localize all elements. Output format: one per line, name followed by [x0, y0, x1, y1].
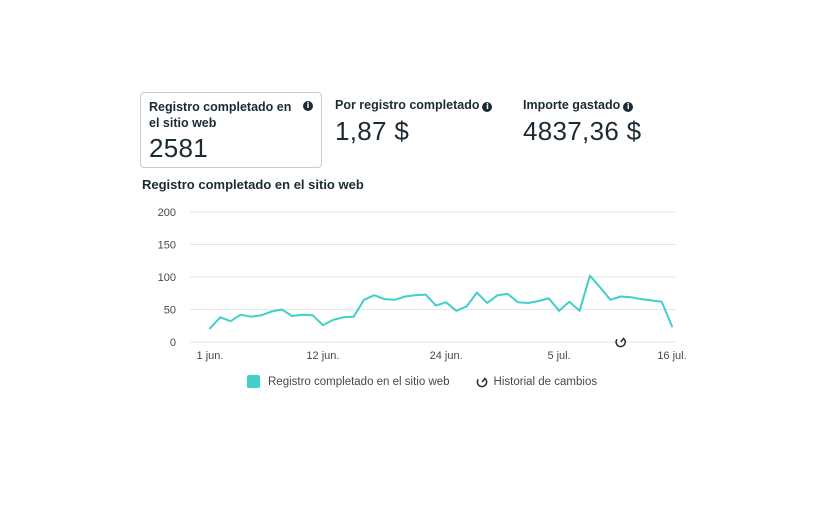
data-point[interactable]	[659, 299, 665, 305]
change-history-icon	[476, 376, 488, 388]
data-point[interactable]	[505, 291, 511, 297]
data-point[interactable]	[279, 307, 285, 313]
metric-cost-per-registration[interactable]: Por registro completado i 1,87 $	[335, 97, 493, 146]
chart-title: Registro completado en el sitio web	[142, 177, 364, 192]
y-tick-label: 100	[158, 272, 176, 284]
data-point[interactable]	[556, 308, 562, 314]
x-tick-label: 24 jun.	[430, 350, 463, 362]
x-tick-label: 1 jun.	[197, 350, 224, 362]
metric-label: Importe gastado	[523, 98, 621, 112]
legend-label: Registro completado en el sitio web	[268, 375, 450, 388]
info-icon[interactable]: i	[303, 101, 313, 111]
data-point[interactable]	[525, 300, 531, 306]
data-point[interactable]	[484, 300, 490, 306]
data-point[interactable]	[577, 308, 583, 314]
data-point[interactable]	[320, 322, 326, 328]
data-point[interactable]	[587, 273, 593, 279]
data-point[interactable]	[248, 314, 254, 320]
data-point[interactable]	[340, 314, 346, 320]
y-tick-label: 150	[158, 240, 176, 252]
data-point[interactable]	[494, 292, 500, 298]
data-point[interactable]	[371, 292, 377, 298]
data-point[interactable]	[412, 292, 418, 298]
data-point[interactable]	[392, 297, 398, 303]
change-history-marker-icon[interactable]	[614, 336, 627, 349]
data-point[interactable]	[351, 314, 357, 320]
y-tick-label: 0	[170, 337, 176, 349]
data-point[interactable]	[597, 284, 603, 290]
line-chart[interactable]: 0 50 100 150 200 1 jun. 12 jun. 24 jun. 5 jul. 16…	[140, 198, 700, 368]
data-point[interactable]	[228, 318, 234, 324]
data-point[interactable]	[628, 294, 634, 300]
data-point[interactable]	[299, 312, 305, 318]
metric-value: 1,87 $	[335, 116, 410, 146]
data-point[interactable]	[453, 308, 459, 314]
data-point[interactable]	[536, 298, 542, 304]
legend-label: Historial de cambios	[493, 375, 598, 388]
data-point[interactable]	[330, 317, 336, 323]
data-point[interactable]	[546, 295, 552, 301]
data-point[interactable]	[464, 303, 470, 309]
y-tick-label: 200	[158, 207, 176, 219]
data-point[interactable]	[443, 299, 449, 305]
data-point[interactable]	[310, 312, 316, 318]
x-tick-label: 5 jul.	[547, 350, 570, 362]
data-point[interactable]	[423, 292, 429, 298]
data-point[interactable]	[402, 294, 408, 300]
data-point[interactable]	[238, 312, 244, 318]
data-point[interactable]	[566, 299, 572, 305]
data-point[interactable]	[648, 297, 654, 303]
data-point[interactable]	[474, 290, 480, 296]
legend-item-series[interactable]: Registro completado en el sitio web	[247, 375, 450, 388]
data-point[interactable]	[638, 296, 644, 302]
data-point[interactable]	[269, 308, 275, 314]
data-point[interactable]	[258, 312, 264, 318]
data-point[interactable]	[607, 297, 613, 303]
data-point[interactable]	[618, 294, 624, 300]
data-point[interactable]	[289, 313, 295, 319]
data-point[interactable]	[361, 297, 367, 303]
data-point[interactable]	[217, 314, 223, 320]
y-tick-label: 50	[164, 305, 176, 317]
data-point[interactable]	[669, 323, 675, 329]
metric-value: 4837,36 $	[523, 116, 642, 146]
info-icon[interactable]: i	[482, 102, 493, 112]
legend-item-change-history[interactable]: Historial de cambios	[476, 375, 598, 388]
metric-amount-spent[interactable]: Importe gastado i 4837,36 $	[523, 97, 641, 146]
series-line[interactable]	[209, 274, 673, 330]
data-point[interactable]	[207, 325, 213, 331]
data-point[interactable]	[433, 303, 439, 309]
info-icon[interactable]: i	[623, 102, 634, 112]
metric-card-registrations[interactable]: Registro completado en el sitio web i 25…	[140, 92, 322, 168]
x-tick-label: 12 jun.	[306, 350, 339, 362]
data-point[interactable]	[515, 299, 521, 305]
metric-value: 2581	[149, 133, 209, 163]
x-tick-label: 16 jul.	[657, 350, 686, 362]
metric-label: Registro completado en el sitio web	[149, 100, 292, 130]
data-point[interactable]	[382, 296, 388, 302]
series-swatch	[247, 375, 260, 388]
metric-label: Por registro completado	[335, 98, 480, 112]
chart-legend: Registro completado en el sitio web Hist…	[247, 375, 597, 388]
